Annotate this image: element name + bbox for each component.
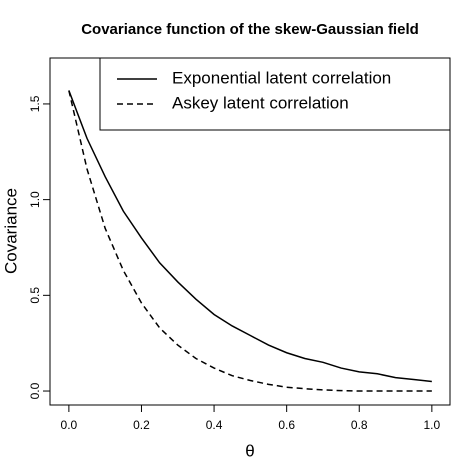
y-tick-label: 1.0 xyxy=(28,191,42,208)
legend-label: Exponential latent correlation xyxy=(172,68,391,87)
x-tick-label: 0.4 xyxy=(206,418,223,432)
series-line xyxy=(68,90,432,392)
series-line xyxy=(68,90,432,383)
legend-box xyxy=(99,57,451,131)
x-tick-label: 0.6 xyxy=(278,418,295,432)
y-tick-label: 0.5 xyxy=(28,287,42,304)
chart-title: Covariance function of the skew-Gaussian… xyxy=(81,21,419,38)
x-tick-label: 0.8 xyxy=(351,418,368,432)
y-tick-label: 0.0 xyxy=(28,382,42,399)
x-tick-label: 0.0 xyxy=(61,418,78,432)
legend-label: Askey latent correlation xyxy=(172,93,349,112)
y-axis-label: Covariance xyxy=(1,188,20,274)
x-tick-label: 1.0 xyxy=(424,418,441,432)
x-tick-label: 0.2 xyxy=(133,418,150,432)
x-axis-label: θ xyxy=(245,441,254,460)
y-tick-label: 1.5 xyxy=(28,95,42,112)
